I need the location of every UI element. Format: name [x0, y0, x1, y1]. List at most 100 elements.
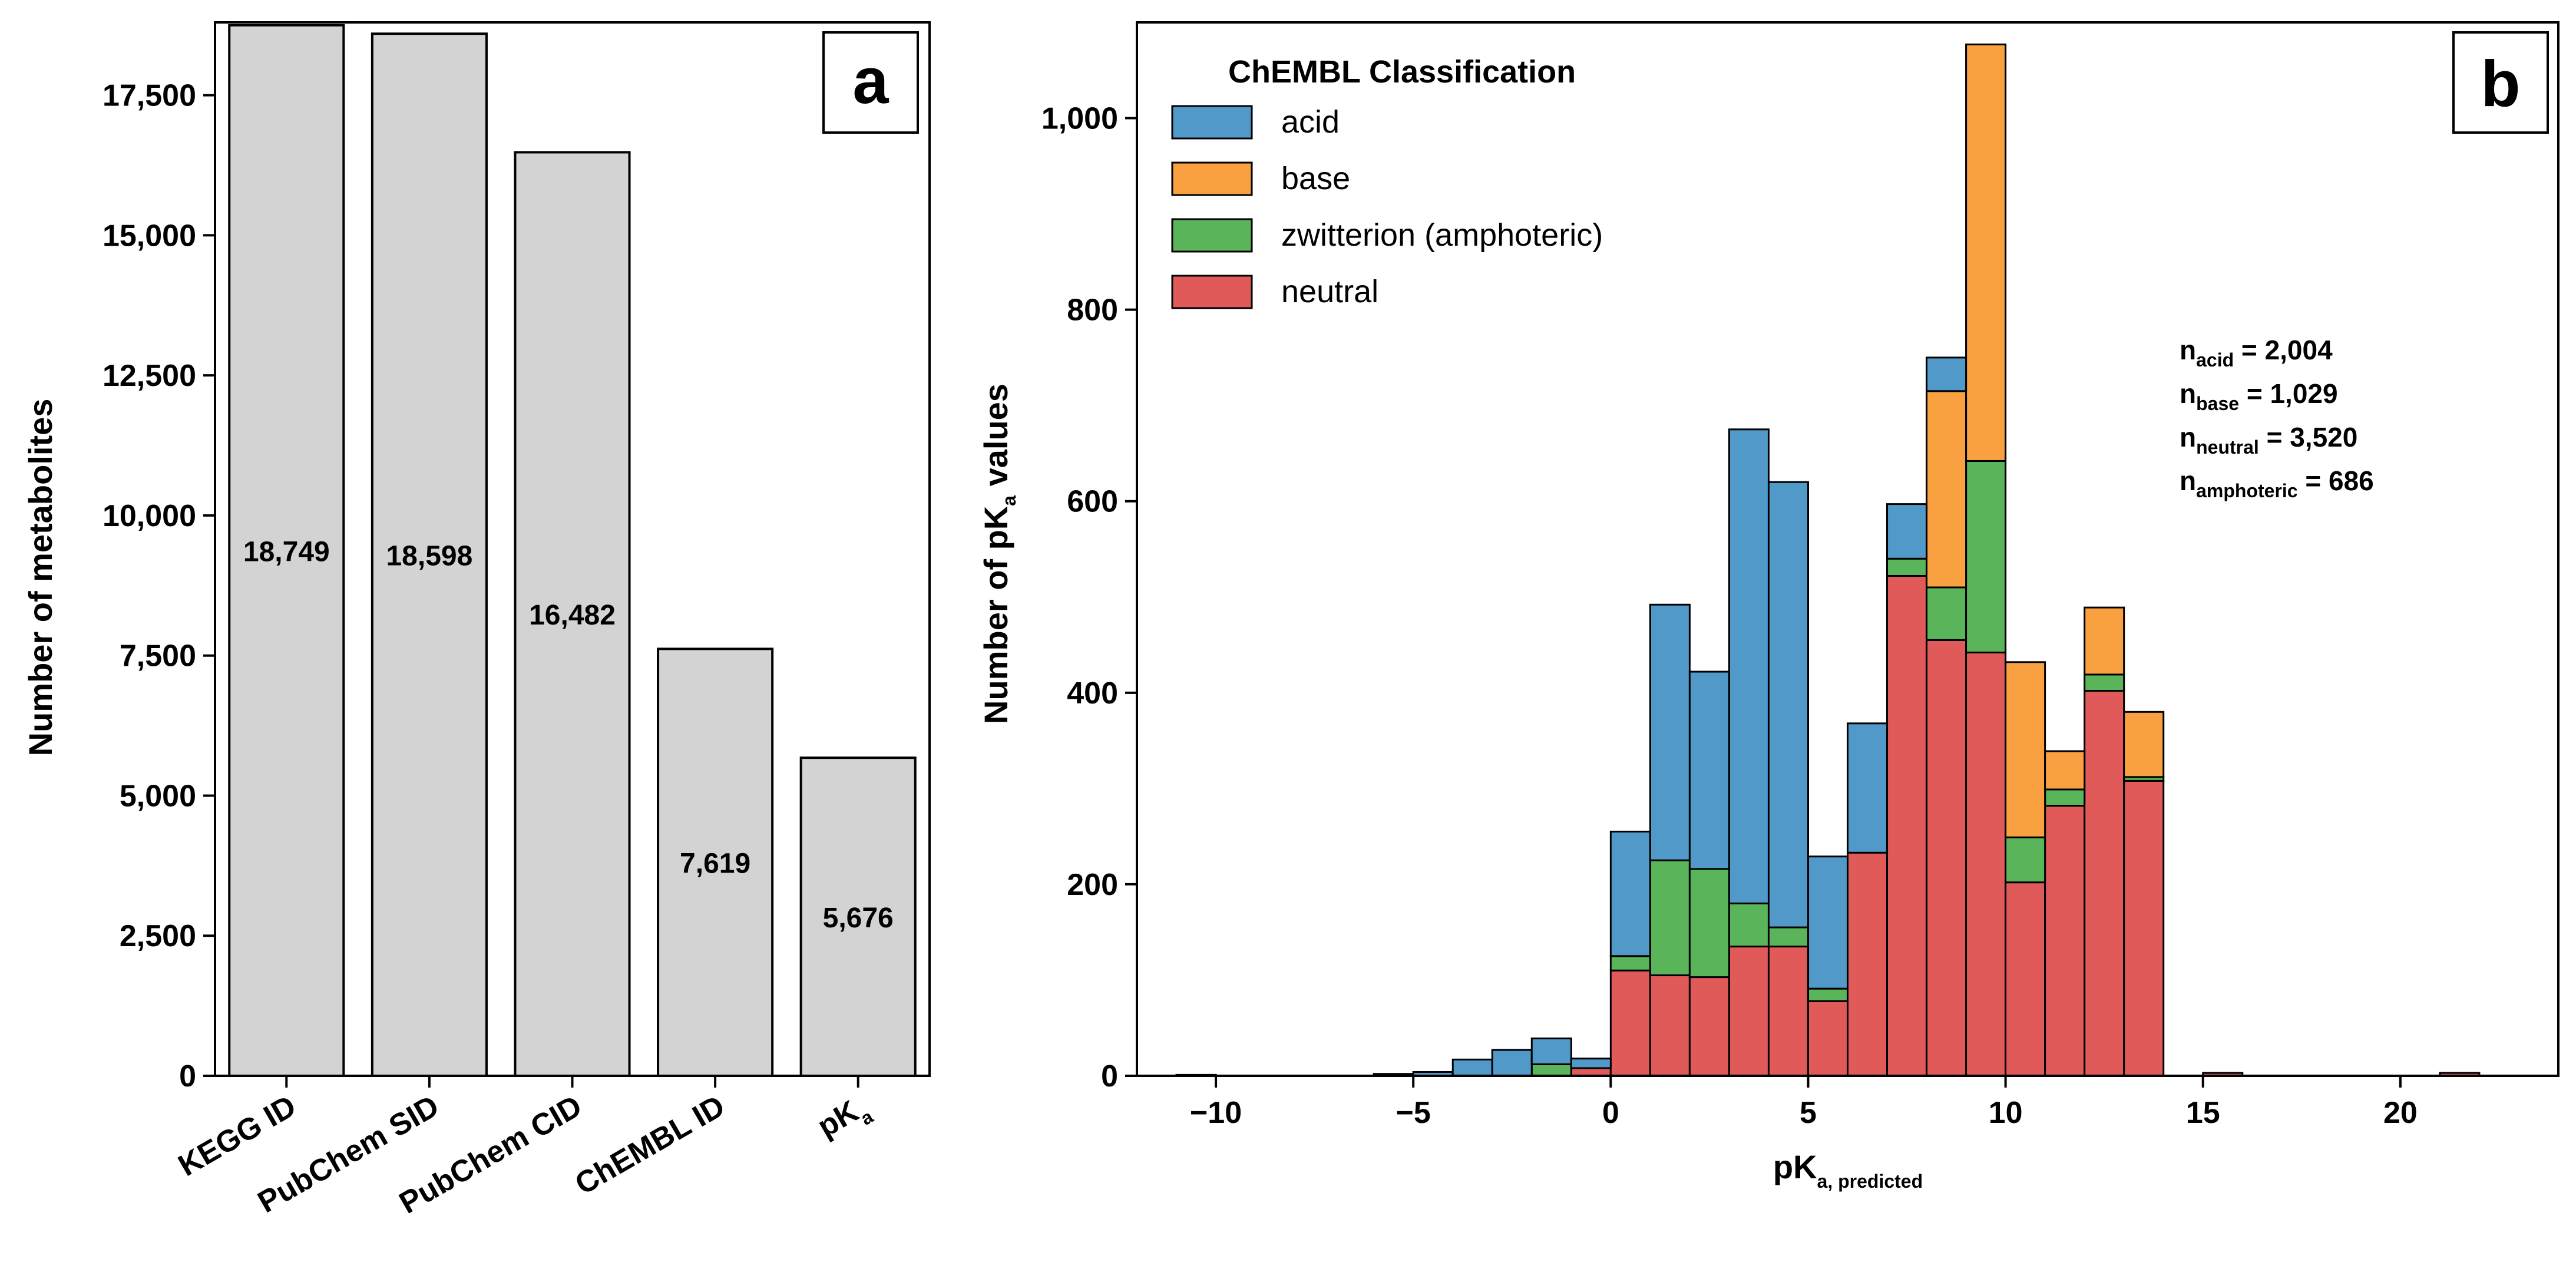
panel-a-bar: [657, 647, 774, 1078]
histogram-segment-base: [1965, 43, 2007, 462]
legend-swatch: [1171, 161, 1253, 196]
histogram-segment-zwitterion: [1530, 1063, 1572, 1077]
histogram-segment-base: [2044, 750, 2086, 791]
histogram-segment-base: [1926, 390, 1967, 589]
panel-a-bar-value-label: 18,749: [243, 536, 330, 567]
panel-b-x-tick-label: −5: [1396, 1096, 1431, 1130]
legend-swatch: [1171, 218, 1253, 253]
panel-b-y-tick-label: 800: [1067, 293, 1118, 328]
panel-b-y-ticks: 0 200 400 600 800 1,000: [1041, 102, 1137, 1093]
panel-a-y-tick-label: 17,500: [102, 79, 196, 113]
panel-b-x-ticks: −10 −5 0 5 10 15 20: [1190, 1076, 2418, 1130]
panel-a-bar: [799, 756, 917, 1077]
histogram-segment-zwitterion: [1728, 902, 1770, 948]
panel-b-y-tick-label: 1,000: [1041, 102, 1118, 136]
panel-a-y-tick-label: 15,000: [102, 219, 196, 253]
panel-b-y-axis-label: Number of pKa values: [977, 384, 1020, 724]
histogram-segment-acid: [1886, 503, 1928, 560]
panel-a-bar-value-label: 5,676: [823, 903, 894, 934]
panel-a-letter: a: [852, 45, 889, 117]
count-annotation: namphoteric = 686: [2180, 465, 2374, 501]
histogram-segment-zwitterion: [1688, 868, 1730, 979]
histogram-segment-zwitterion: [1965, 460, 2007, 654]
count-annotation: nneutral = 3,520: [2180, 422, 2357, 458]
histogram-segment-neutral: [2044, 805, 2086, 1077]
histogram-segment-neutral: [1688, 976, 1730, 1077]
panel-b-x-tick-label: 0: [1602, 1096, 1619, 1130]
panel-a-x-tick-label: KEGG ID: [173, 1089, 302, 1183]
histogram-segment-zwitterion: [2084, 673, 2125, 692]
histogram-segment-neutral: [1965, 652, 2007, 1077]
legend-entry-label: base: [1281, 161, 1350, 196]
panel-b-x-tick-label: 15: [2186, 1096, 2220, 1130]
histogram-segment-base: [2123, 711, 2165, 778]
legend-entry-label: acid: [1281, 104, 1340, 140]
legend-swatch: [1171, 275, 1253, 309]
legend-swatch: [1171, 105, 1253, 140]
panel-a-plot-frame: [214, 21, 931, 1077]
histogram-segment-acid: [1609, 831, 1651, 957]
histogram-segment-acid: [1491, 1049, 1533, 1077]
panel-a-y-tick-label: 12,500: [102, 359, 196, 393]
count-annotation: nbase = 1,029: [2180, 378, 2338, 414]
histogram-segment-neutral: [1886, 575, 1928, 1077]
histogram-segment-acid: [1728, 428, 1770, 904]
histogram-segment-neutral: [1649, 974, 1691, 1077]
panel-b-y-tick-label: 0: [1101, 1059, 1118, 1093]
panel-a-bar-value-label: 16,482: [529, 600, 616, 631]
panel-a-y-tick-label: 5,000: [120, 779, 196, 813]
histogram-segment-neutral: [2123, 779, 2165, 1077]
histogram-segment-zwitterion: [2005, 836, 2046, 884]
histogram-segment-neutral: [1609, 969, 1651, 1077]
panel-a-y-tick-label: 2,500: [120, 919, 196, 953]
panel-b-stacked-histogram: Number of pKa values 02004006008001,000 …: [977, 21, 2560, 1192]
histogram-segment-neutral: [2084, 690, 2125, 1077]
panel-a-bars: 18,749 18,598 16,482 7,619 5,676: [228, 24, 917, 1078]
panel-b-x-tick-label: −10: [1190, 1096, 1242, 1130]
panel-b-x-tick-label: 5: [1800, 1096, 1817, 1130]
panel-a-bar: [371, 32, 488, 1077]
legend-entry-label: zwitterion (amphoteric): [1281, 217, 1603, 253]
panel-a-y-ticks: 0 2,500 5,000 7,500 10,000 12,500 15,000 17,500: [102, 79, 215, 1093]
histogram-segment-neutral: [1926, 639, 1967, 1077]
panel-a-bar-value-label: 7,619: [680, 848, 750, 880]
histogram-segment-acid: [1570, 1058, 1612, 1069]
histogram-segment-acid: [1807, 855, 1848, 990]
panel-a-bar-value-label: 18,598: [386, 541, 472, 572]
panel-b-letter: b: [2481, 48, 2520, 120]
panel-a-bar-chart: Number of metabolites 0 2,500 5,000 7,500 10…: [22, 21, 931, 1221]
histogram-segment-neutral: [2005, 881, 2046, 1077]
panel-b-letter-box: [2452, 31, 2549, 134]
panel-b-y-tick-label: 400: [1067, 676, 1118, 711]
panel-b-legend: ChEMBL Classification acid base zwitterion…: [1171, 54, 1603, 309]
count-annotation: nacid = 2,004: [2180, 335, 2333, 371]
panel-b-y-tick-label: 600: [1067, 485, 1118, 519]
panel-a-letter-box: [822, 31, 919, 134]
histogram-segment-acid: [1767, 481, 1809, 929]
panel-a-y-axis-label: Number of metabolites: [22, 399, 59, 756]
panel-b-y-tick-label: 200: [1067, 868, 1118, 902]
panel-b-count-annotations: nacid = 2,004 nbase = 1,029 nneutral = 3,5…: [2180, 335, 2374, 501]
histogram-segment-neutral: [1728, 946, 1770, 1077]
histogram-segment-acid: [1688, 670, 1730, 870]
panel-b-plot-frame: [1136, 21, 2560, 1077]
panel-a-bar: [228, 24, 345, 1077]
histogram-segment-base: [2084, 606, 2125, 676]
panel-b-bars: [1175, 43, 2481, 1077]
panel-a-y-tick-label: 7,500: [120, 639, 196, 673]
histogram-segment-neutral: [1847, 851, 1889, 1077]
panel-a-y-tick-label: 0: [179, 1059, 196, 1093]
histogram-segment-zwitterion: [1807, 987, 1848, 1002]
panel-a-y-tick-label: 10,000: [102, 499, 196, 533]
histogram-segment-base: [2005, 661, 2046, 838]
legend-title: ChEMBL Classification: [1228, 54, 1576, 90]
histogram-segment-acid: [1530, 1038, 1572, 1065]
histogram-segment-acid: [1451, 1058, 1493, 1077]
histogram-segment-zwitterion: [1767, 926, 1809, 948]
panel-b-x-tick-label: 20: [2383, 1096, 2418, 1130]
histogram-segment-zwitterion: [1649, 859, 1691, 976]
legend-entry-label: neutral: [1281, 274, 1378, 309]
panel-a-bar: [514, 151, 631, 1078]
